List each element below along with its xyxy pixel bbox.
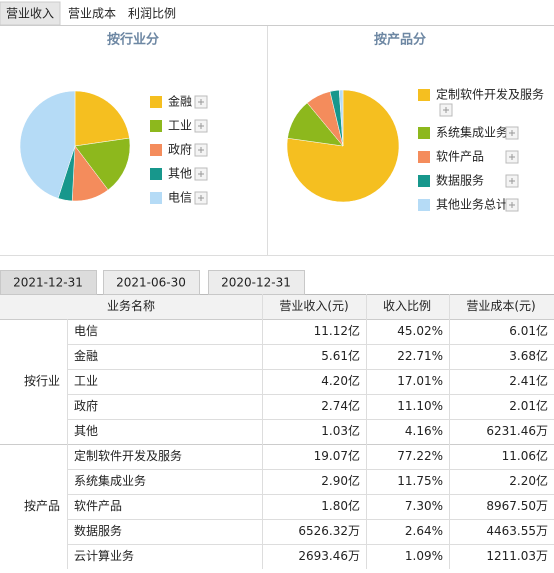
chart-title: 按产品分 bbox=[374, 32, 426, 48]
cell: 6231.46万 bbox=[486, 424, 548, 438]
period-tab-label[interactable]: 2021-12-31 bbox=[13, 276, 83, 290]
cell: 11.75% bbox=[397, 474, 443, 488]
cell: 数据服务 bbox=[74, 523, 122, 538]
table-header: 业务名称 bbox=[107, 298, 155, 313]
legend-expand-icon[interactable] bbox=[198, 171, 204, 177]
legend-expand-icon[interactable] bbox=[198, 147, 204, 153]
legend-swatch bbox=[150, 192, 162, 204]
legend-expand-icon[interactable] bbox=[509, 178, 515, 184]
legend-expand-icon[interactable] bbox=[198, 99, 204, 105]
cell: 金融 bbox=[74, 348, 98, 363]
cell: 45.02% bbox=[397, 324, 443, 338]
cell: 3.68亿 bbox=[509, 348, 548, 363]
cell: 11.06亿 bbox=[502, 448, 548, 463]
legend-expand-icon[interactable] bbox=[443, 107, 449, 113]
tab[interactable]: 利润比例 bbox=[128, 7, 176, 21]
cell: 云计算业务 bbox=[74, 548, 134, 563]
cell: 4.16% bbox=[405, 424, 443, 438]
tab[interactable]: 营业收入 bbox=[6, 7, 54, 21]
cell: 软件产品 bbox=[74, 499, 122, 513]
cell: 2.90亿 bbox=[321, 473, 360, 488]
cell: 2.64% bbox=[405, 524, 443, 538]
cell: 电信 bbox=[74, 324, 98, 338]
legend-swatch bbox=[418, 151, 430, 163]
legend-expand-icon[interactable] bbox=[198, 123, 204, 129]
legend-label: 其他 bbox=[168, 167, 192, 181]
table-header: 营业收入(元) bbox=[279, 299, 348, 313]
cell: 7.30% bbox=[405, 499, 443, 513]
table-header: 收入比例 bbox=[383, 299, 431, 313]
group-label: 按产品 bbox=[24, 499, 60, 513]
pie-slice bbox=[74, 90, 130, 147]
legend-label: 电信 bbox=[168, 191, 192, 205]
cell: 1211.03万 bbox=[486, 549, 548, 563]
cell: 2.01亿 bbox=[509, 398, 548, 413]
cell: 4463.55万 bbox=[486, 524, 548, 538]
pie-slice bbox=[74, 137, 131, 191]
cell: 8967.50万 bbox=[486, 499, 548, 513]
cell: 11.12亿 bbox=[314, 323, 360, 338]
cell: 22.71% bbox=[397, 349, 443, 363]
legend-swatch bbox=[150, 96, 162, 108]
legend-label: 定制软件开发及服务 bbox=[436, 87, 544, 102]
cell: 政府 bbox=[74, 398, 98, 413]
legend-expand-icon[interactable] bbox=[198, 195, 204, 201]
legend-expand-icon[interactable] bbox=[509, 154, 515, 160]
pie-slice bbox=[19, 90, 76, 199]
legend-expand-icon[interactable] bbox=[509, 202, 515, 208]
cell: 2.41亿 bbox=[509, 373, 548, 388]
cell: 17.01% bbox=[397, 374, 443, 388]
cell: 1.09% bbox=[405, 549, 443, 563]
legend-label: 工业 bbox=[168, 119, 192, 133]
period-tab-label[interactable]: 2021-06-30 bbox=[116, 276, 186, 290]
tab[interactable]: 营业成本 bbox=[68, 7, 116, 21]
cell: 6526.32万 bbox=[298, 524, 360, 538]
period-tab[interactable] bbox=[103, 270, 200, 295]
legend-label: 其他业务总计 bbox=[436, 197, 508, 212]
period-tab-label[interactable]: 2020-12-31 bbox=[221, 276, 291, 290]
cell: 5.61亿 bbox=[321, 348, 360, 363]
cell: 其他 bbox=[74, 424, 98, 438]
legend-expand-icon[interactable] bbox=[509, 130, 515, 136]
period-tab[interactable] bbox=[208, 270, 305, 295]
cell: 77.22% bbox=[397, 449, 443, 463]
cell: 定制软件开发及服务 bbox=[74, 448, 182, 463]
table-header-bg bbox=[0, 295, 554, 319]
period-tab[interactable] bbox=[0, 270, 97, 295]
legend-swatch bbox=[418, 175, 430, 187]
cell: 2.20亿 bbox=[509, 473, 548, 488]
cell: 1.03亿 bbox=[321, 423, 360, 438]
cell: 2.74亿 bbox=[321, 398, 360, 413]
tab-active[interactable] bbox=[0, 1, 61, 26]
cell: 系统集成业务 bbox=[74, 473, 146, 488]
legend-label: 金融 bbox=[168, 94, 192, 109]
cell: 4.20亿 bbox=[321, 373, 360, 388]
cell: 11.10% bbox=[397, 399, 443, 413]
legend-label: 系统集成业务 bbox=[436, 125, 508, 140]
table-header: 营业成本(元) bbox=[466, 299, 535, 313]
cell: 6.01亿 bbox=[509, 323, 548, 338]
legend-swatch bbox=[150, 144, 162, 156]
legend-label: 数据服务 bbox=[436, 173, 484, 188]
cell: 工业 bbox=[74, 374, 98, 388]
legend-swatch bbox=[418, 127, 430, 139]
legend-swatch bbox=[418, 199, 430, 211]
cell: 1.80亿 bbox=[321, 498, 360, 513]
group-label: 按行业 bbox=[24, 374, 60, 388]
legend-label: 政府 bbox=[168, 142, 192, 157]
legend-label: 软件产品 bbox=[436, 150, 484, 164]
chart-title: 按行业分 bbox=[107, 32, 159, 48]
legend-swatch bbox=[150, 168, 162, 180]
legend-swatch bbox=[418, 89, 430, 101]
cell: 19.07亿 bbox=[314, 448, 360, 463]
cell: 2693.46万 bbox=[298, 549, 360, 563]
legend-swatch bbox=[150, 120, 162, 132]
pie-slice bbox=[338, 89, 344, 147]
pie-slice bbox=[286, 89, 400, 203]
